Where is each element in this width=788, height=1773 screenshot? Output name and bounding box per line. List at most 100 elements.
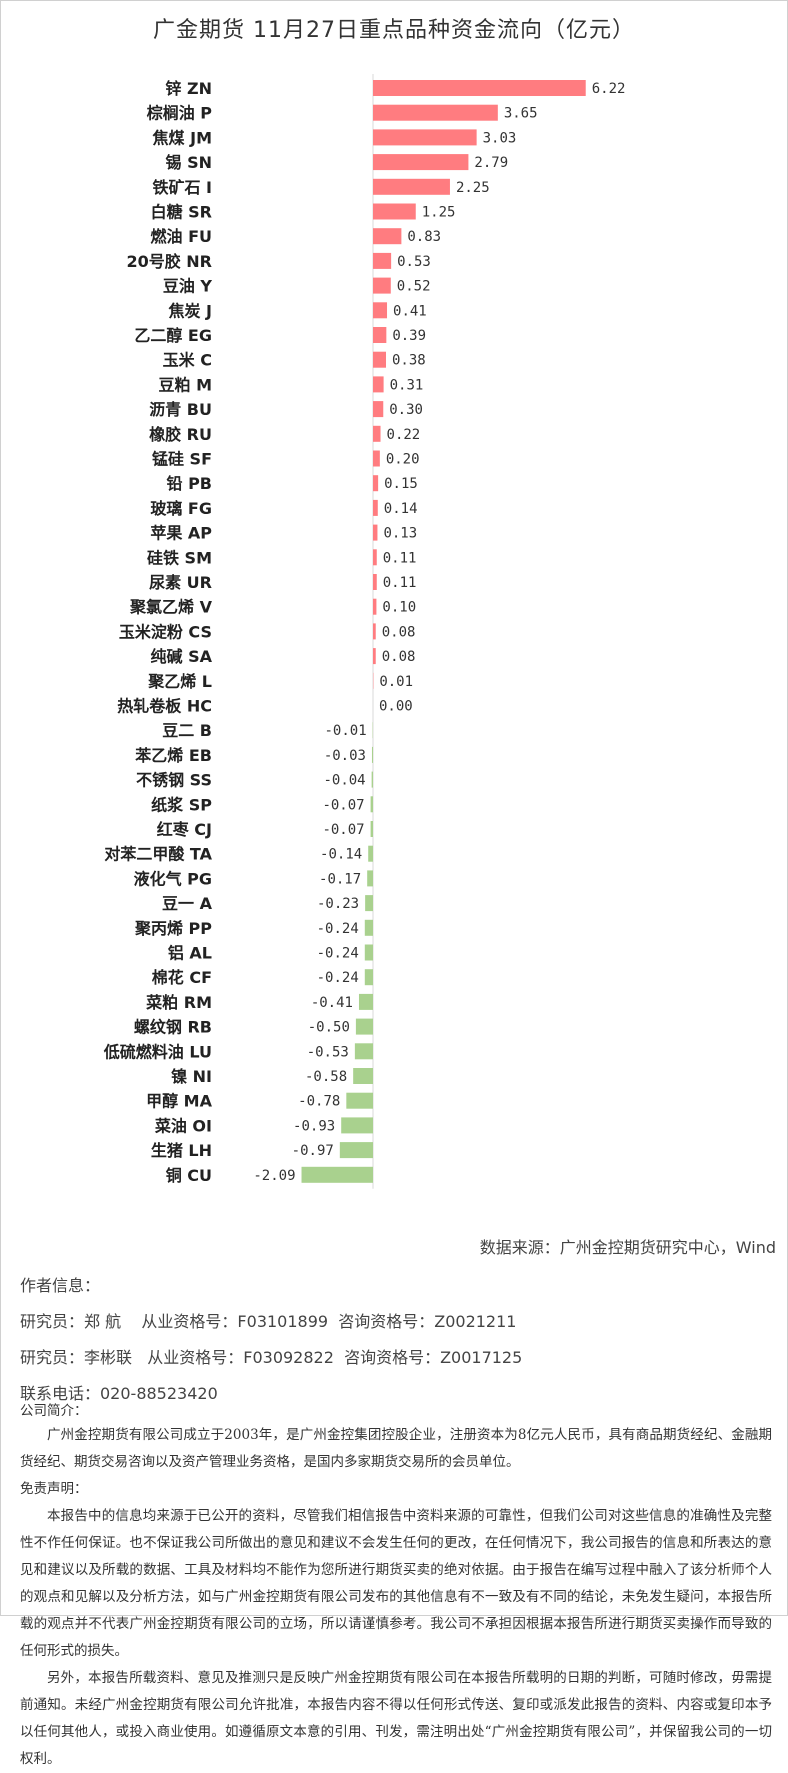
bar	[355, 1043, 373, 1059]
disclaimer-p1: 本报告中的信息均来源于已公开的资料，尽管我们相信报告中资料来源的可靠性，但我们公…	[20, 1503, 772, 1665]
data-label: 0.52	[397, 279, 431, 295]
data-label: -0.97	[292, 1143, 334, 1159]
data-label: -0.03	[324, 748, 366, 764]
bar	[373, 451, 380, 467]
data-label: 0.53	[397, 254, 431, 270]
data-label: 2.25	[456, 180, 490, 196]
category-label: 玻璃 FG	[150, 499, 212, 518]
category-label: 棕榈油 P	[147, 104, 213, 123]
data-label: -0.24	[317, 921, 359, 937]
bar	[341, 1117, 373, 1133]
data-label: -0.23	[317, 896, 359, 912]
category-label: 菜粕 RM	[145, 993, 212, 1012]
bar	[371, 796, 373, 812]
data-label: -0.50	[308, 1020, 350, 1036]
bar	[373, 105, 498, 121]
bar	[346, 1093, 373, 1109]
category-label: 低硫燃料油 LU	[103, 1042, 212, 1061]
data-label: -0.78	[298, 1094, 340, 1110]
category-label: 液化气 PG	[134, 869, 212, 888]
category-label: 燃油 FU	[151, 227, 213, 246]
bar	[356, 1019, 373, 1035]
bar	[365, 920, 373, 936]
bar	[359, 994, 373, 1010]
bar	[365, 969, 373, 985]
bar	[373, 574, 377, 590]
data-label: 0.10	[382, 600, 416, 616]
bar	[302, 1167, 373, 1183]
category-label: 玉米淀粉 CS	[119, 622, 212, 641]
bar	[373, 302, 387, 318]
data-label: 6.22	[592, 81, 626, 97]
data-label: 0.13	[383, 526, 417, 542]
category-label: 生猪 LH	[151, 1141, 212, 1160]
category-label: 热轧卷板 HC	[117, 697, 212, 716]
bar	[373, 278, 391, 294]
bar	[373, 327, 386, 343]
bar	[373, 475, 378, 491]
category-label: 豆一 A	[162, 894, 213, 913]
bar	[373, 129, 477, 145]
data-label: 0.08	[382, 624, 416, 640]
category-label: 铁矿石 I	[152, 178, 212, 197]
data-label: 0.15	[384, 476, 418, 492]
category-label: 乙二醇 EG	[134, 326, 212, 345]
data-label: -0.41	[311, 995, 353, 1011]
data-label: -0.04	[323, 773, 365, 789]
category-label: 纯碱 SA	[151, 647, 213, 666]
bar	[372, 772, 373, 788]
category-label: 红枣 CJ	[157, 820, 212, 839]
footer-text: 公司简介： 广州金控期货有限公司成立于2003年，是广州金控集团控股企业，注册资…	[20, 1400, 772, 1773]
bar	[373, 599, 376, 615]
data-source: 数据来源：广州金控期货研究中心，Wind	[480, 1234, 776, 1258]
bar	[373, 154, 468, 170]
bar	[373, 204, 416, 220]
bar	[365, 945, 373, 961]
bar	[373, 500, 378, 516]
data-label: 0.22	[387, 427, 421, 443]
bar	[371, 821, 373, 837]
data-label: -0.14	[320, 847, 362, 863]
data-label: 0.14	[384, 501, 418, 517]
bar	[368, 846, 373, 862]
category-label: 锡 SN	[166, 153, 213, 172]
category-label: 焦煤 JM	[152, 128, 212, 147]
category-label: 甲醇 MA	[146, 1092, 212, 1111]
bar	[373, 426, 381, 442]
author-line-1: 研究员：郑 航 从业资格号：F03101899 咨询资格号：Z0021211	[20, 1308, 516, 1332]
bar	[340, 1142, 373, 1158]
category-label: 白糖 SR	[151, 203, 212, 222]
bar	[373, 623, 376, 639]
disclaimer-heading: 免责声明：	[20, 1476, 772, 1503]
bar	[373, 401, 383, 417]
data-label: 1.25	[422, 205, 456, 221]
data-label: -0.17	[319, 871, 361, 887]
category-label: 豆油 Y	[163, 277, 213, 296]
author-line-2: 研究员：李彬联 从业资格号：F03092822 咨询资格号：Z0017125	[20, 1344, 522, 1368]
category-label: 铅 PB	[167, 474, 213, 493]
data-label: 0.11	[383, 575, 417, 591]
category-label: 硅铁 SM	[147, 548, 212, 567]
company-intro: 广州金控期货有限公司成立于2003年，是广州金控集团控股企业，注册资本为8亿元人…	[20, 1422, 772, 1476]
category-label: 锌 ZN	[165, 79, 212, 98]
category-label: 铝 AL	[168, 944, 212, 963]
data-label: 0.41	[393, 303, 427, 319]
bar	[373, 228, 401, 244]
category-label: 铜 CU	[166, 1166, 212, 1185]
bar	[373, 648, 376, 664]
company-heading: 公司简介：	[20, 1400, 772, 1422]
category-label: 焦炭 J	[167, 301, 212, 320]
data-label: 0.00	[379, 699, 413, 715]
data-label: 0.83	[407, 229, 441, 245]
data-label: -0.24	[317, 946, 359, 962]
data-label: 0.39	[392, 328, 426, 344]
data-label: -0.53	[307, 1044, 349, 1060]
category-label: 螺纹钢 RB	[134, 1018, 212, 1037]
category-label: 聚乙烯 L	[147, 672, 212, 691]
bar	[365, 895, 373, 911]
data-label: -0.58	[305, 1069, 347, 1085]
author-heading: 作者信息：	[20, 1272, 100, 1296]
bar	[373, 376, 384, 392]
category-label: 不锈钢 SS	[136, 771, 212, 790]
